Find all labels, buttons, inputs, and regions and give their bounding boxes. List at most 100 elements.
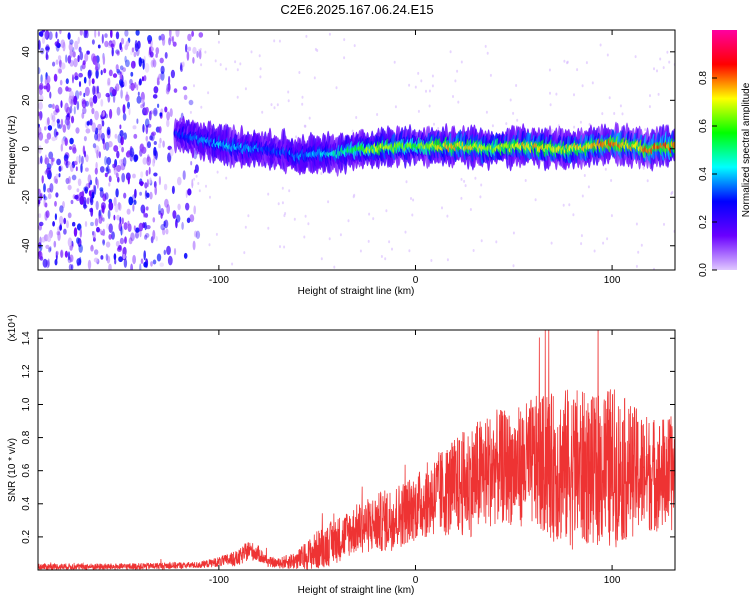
heatmap-cell xyxy=(86,197,90,205)
heatmap-cell xyxy=(347,219,350,223)
heatmap-cell xyxy=(60,100,63,108)
heatmap-cell xyxy=(136,84,139,91)
heatmap-cell xyxy=(150,59,154,68)
heatmap-cell xyxy=(644,128,647,132)
heatmap-cell xyxy=(132,173,136,179)
heatmap-cell xyxy=(175,214,181,223)
x-tick-label: -100 xyxy=(209,275,229,286)
heatmap-cell xyxy=(89,97,94,107)
heatmap-cell xyxy=(38,199,41,205)
heatmap-cell xyxy=(114,258,117,265)
heatmap-cell xyxy=(73,58,78,68)
heatmap-cell xyxy=(159,262,164,267)
heatmap-cell xyxy=(328,32,331,36)
heatmap-cell xyxy=(84,221,88,227)
heatmap-cell xyxy=(135,30,140,36)
heatmap-cell xyxy=(46,132,52,140)
heatmap-cell xyxy=(156,75,161,86)
heatmap-cell xyxy=(580,234,583,238)
heatmap-cell xyxy=(164,198,169,208)
heatmap-cell xyxy=(88,190,92,197)
heatmap-cell xyxy=(136,118,139,124)
heatmap-cell xyxy=(408,83,411,87)
heatmap-cell xyxy=(106,255,111,264)
heatmap-cell xyxy=(96,85,100,94)
heatmap-cell xyxy=(515,84,518,87)
heatmap-cell xyxy=(120,89,123,99)
heatmap-cell xyxy=(144,182,148,189)
heatmap-cell xyxy=(372,217,375,221)
heatmap-cell xyxy=(145,225,151,230)
heatmap-cell xyxy=(68,42,73,52)
x-tick-label: -100 xyxy=(209,575,229,586)
heatmap-cell xyxy=(69,39,74,45)
heatmap-cell xyxy=(127,223,132,232)
heatmap-cell xyxy=(84,155,89,161)
heatmap-cell xyxy=(48,103,53,108)
heatmap-cell xyxy=(85,30,89,39)
heatmap-cell xyxy=(123,132,127,140)
heatmap-cell xyxy=(101,112,106,117)
heatmap-cell xyxy=(100,69,103,76)
heatmap-cell xyxy=(111,47,114,57)
heatmap-cell xyxy=(120,80,124,89)
heatmap-cell xyxy=(200,105,203,109)
heatmap-cell xyxy=(68,95,73,104)
spectrogram-axes: -100 0 100 -40 -20 0 20 40 xyxy=(21,30,675,286)
heatmap-cell xyxy=(140,171,144,178)
heatmap-cell xyxy=(45,54,49,60)
heatmap-cell xyxy=(649,94,651,98)
heatmap-cell xyxy=(549,91,551,95)
heatmap-cell xyxy=(116,106,121,116)
heatmap-cell xyxy=(104,40,109,48)
heatmap-cell xyxy=(666,50,669,54)
heatmap-cell xyxy=(156,253,162,262)
heatmap-cell xyxy=(568,203,571,207)
heatmap-cell xyxy=(186,217,191,224)
heatmap-cell xyxy=(343,56,346,60)
heatmap-cell xyxy=(368,212,371,216)
heatmap-cell xyxy=(116,164,121,173)
chart-title: C2E6.2025.167.06.24.E15 xyxy=(280,2,433,17)
heatmap-cell xyxy=(77,178,82,187)
heatmap-cell xyxy=(87,259,92,270)
heatmap-cell xyxy=(104,33,108,38)
heatmap-cell xyxy=(52,61,56,67)
heatmap-cell xyxy=(653,67,655,71)
heatmap-cell xyxy=(610,214,613,218)
heatmap-cell xyxy=(43,194,46,199)
spectrogram-x-label: Height of straight line (km) xyxy=(298,286,415,297)
heatmap-cell xyxy=(75,127,80,134)
heatmap-cell xyxy=(153,155,156,164)
heatmap-cell xyxy=(117,70,121,75)
heatmap-cell xyxy=(460,196,463,200)
heatmap-cell xyxy=(308,116,311,120)
heatmap-cell xyxy=(159,112,163,117)
heatmap-cell xyxy=(153,86,159,94)
heatmap-cell xyxy=(115,172,119,179)
heatmap-cell xyxy=(428,89,431,93)
snr-frame xyxy=(37,329,676,571)
heatmap-cell xyxy=(640,243,643,247)
heatmap-cell xyxy=(606,53,609,57)
heatmap-cell xyxy=(123,79,128,87)
heatmap-cell xyxy=(74,194,79,200)
heatmap-cell xyxy=(646,179,649,183)
heatmap-cell xyxy=(188,99,194,106)
heatmap-cell xyxy=(60,39,66,48)
heatmap-cell xyxy=(485,110,488,114)
heatmap-cell xyxy=(108,69,113,77)
heatmap-cell xyxy=(38,213,42,219)
heatmap-cell xyxy=(385,209,388,213)
heatmap-cell xyxy=(152,259,157,265)
heatmap-cell xyxy=(81,99,87,109)
heatmap-cell xyxy=(158,203,161,213)
heatmap-cell xyxy=(152,94,158,99)
heatmap-cell xyxy=(72,147,77,154)
heatmap-cell xyxy=(163,183,168,191)
heatmap-cell xyxy=(67,212,72,219)
heatmap-cell xyxy=(182,170,186,181)
heatmap-cell xyxy=(38,40,41,50)
heatmap-cell xyxy=(99,166,105,173)
colorbar: 0.0 0.2 0.4 0.6 0.8 Normalized spectral ampl… xyxy=(698,30,750,277)
